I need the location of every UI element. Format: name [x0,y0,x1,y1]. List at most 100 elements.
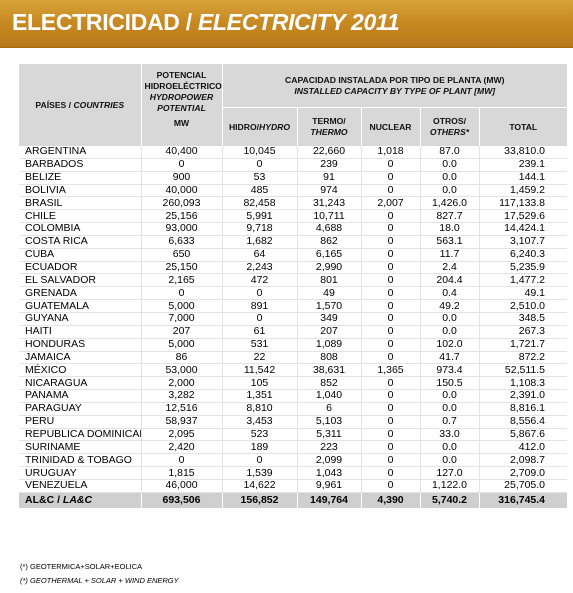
header-hydro-en: HYDRO [259,121,291,132]
header-capacity-es: CAPACIDAD INSTALADA POR TIPO DE PLANTA (… [285,74,505,85]
cell-total: 6,240.3 [479,248,568,262]
cell-country: MÉXICO [19,363,142,378]
cell-nuclear: 0 [361,171,421,185]
cell-total: 1,477.2 [479,273,568,288]
table-row: COSTA RICA 6,633 1,682 862 0 563.1 3,107.7 [19,235,568,249]
cell-potential: 2,420 [141,440,223,455]
title-main: ELECTRICIDAD / [12,9,198,35]
electricity-table: PAÍSES / COUNTRIES POTENCIAL HIDROELÉCTR… [19,64,568,508]
cell-others: 1,426.0 [420,196,480,211]
cell-total: 17,529.6 [479,209,568,224]
header-nuclear: NUCLEAR [361,107,421,146]
cell-hydro: 891 [222,299,298,313]
table-row: HONDURAS 5,000 531 1,089 0 102.0 1,721.7 [19,338,568,352]
cell-others: 127.0 [420,466,480,480]
cell-hydro: 2,243 [222,261,298,275]
header-thermo-es: TERMO/ [312,116,346,126]
cell-nuclear: 0 [361,158,421,172]
table-row: JAMAICA 86 22 808 0 41.7 872.2 [19,351,568,365]
cell-others: 41.7 [420,351,480,365]
header-capacity: CAPACIDAD INSTALADA POR TIPO DE PLANTA (… [222,64,568,108]
cell-potential: 1,815 [141,466,223,480]
cell-thermo: 2,990 [297,261,362,275]
cell-others: 0.0 [420,158,480,172]
cell-country: ARGENTINA [19,146,142,159]
cell-potential: 3,282 [141,389,223,403]
header-others-es: OTROS/ [433,116,466,126]
cell-potential: 40,000 [141,184,223,198]
cell-potential: 260,093 [141,196,223,211]
cell-nuclear: 0 [361,440,421,455]
total-thermo: 149,764 [297,492,362,508]
cell-potential: 86 [141,351,223,365]
cell-hydro: 3,453 [222,415,298,429]
table-row: GRENADA 0 0 49 0 0.4 49.1 [19,286,568,301]
header-potential-unit: MW [173,118,190,128]
cell-potential: 25,150 [141,261,223,275]
cell-total: 872.2 [479,351,568,365]
cell-potential: 7,000 [141,312,223,326]
cell-total: 33,810.0 [479,146,568,159]
table-row: COLOMBIA 93,000 9,718 4,688 0 18.0 14,424.1 [19,222,568,236]
cell-thermo: 5,311 [297,428,362,442]
cell-total: 5,867.6 [479,428,568,442]
cell-nuclear: 0 [361,235,421,249]
title-banner: ELECTRICIDAD / ELECTRICITY 2011 [0,0,573,48]
cell-country: COSTA RICA [19,235,142,249]
cell-thermo: 5,103 [297,415,362,429]
cell-potential: 207 [141,325,223,339]
cell-total: 5,235.9 [479,261,568,275]
cell-hydro: 0 [222,286,298,301]
cell-thermo: 1,043 [297,466,362,480]
table-row: SURINAME 2,420 189 223 0 0.0 412.0 [19,440,568,455]
header-others: OTROS/OTHERS* [420,107,480,146]
cell-others: 827.7 [420,209,480,224]
cell-nuclear: 0 [361,389,421,403]
table-row: TRINIDAD & TOBAGO 0 0 2,099 0 0.0 2,098.7 [19,453,568,468]
header-thermo-en: THERMO [310,127,348,137]
cell-country: ECUADOR [19,261,142,275]
cell-country: HONDURAS [19,338,142,352]
cell-nuclear: 2,007 [361,196,421,211]
cell-potential: 0 [141,158,223,172]
table-row: GUATEMALA 5,000 891 1,570 0 49.2 2,510.0 [19,299,568,313]
cell-others: 49.2 [420,299,480,313]
cell-total: 1,721.7 [479,338,568,352]
cell-thermo: 49 [297,286,362,301]
cell-total: 267.3 [479,325,568,339]
cell-country: CHILE [19,209,142,224]
cell-others: 0.0 [420,402,480,416]
table-body: ARGENTINA 40,400 10,045 22,660 1,018 87.0 33,8… [19,146,568,493]
cell-thermo: 801 [297,273,362,288]
cell-nuclear: 0 [361,428,421,442]
cell-hydro: 82,458 [222,196,298,211]
table-row: CUBA 650 64 6,165 0 11.7 6,240.3 [19,248,568,262]
table-row: PARAGUAY 12,516 8,810 6 0 0.0 8,816.1 [19,402,568,416]
cell-potential: 46,000 [141,479,223,493]
cell-potential: 58,937 [141,415,223,429]
cell-others: 0.4 [420,286,480,301]
cell-country: BOLIVIA [19,184,142,198]
table-row: PANAMÁ 3,282 1,351 1,040 0 0.0 2,391.0 [19,389,568,403]
cell-nuclear: 0 [361,466,421,480]
footnote-en: (*) GEOTHERMAL + SOLAR + WIND ENERGY [20,576,179,585]
cell-total: 2,709.0 [479,466,568,480]
header-potential: POTENCIAL HIDROELÉCTRICO HYDROPOWER POTEN… [141,64,223,146]
cell-nuclear: 0 [361,415,421,429]
cell-country: PARAGUAY [19,402,142,416]
header-total: TOTAL [479,107,568,146]
cell-potential: 6,633 [141,235,223,249]
cell-total: 8,556.4 [479,415,568,429]
header-country-es: PAÍSES / [35,99,74,110]
cell-hydro: 189 [222,440,298,455]
cell-total: 2,510.0 [479,299,568,313]
cell-country: JAMAICA [19,351,142,365]
cell-thermo: 239 [297,158,362,172]
header-potential-es: POTENCIAL HIDROELÉCTRICO [144,70,222,91]
cell-total: 2,098.7 [479,453,568,468]
cell-hydro: 61 [222,325,298,339]
cell-others: 102.0 [420,338,480,352]
cell-others: 0.0 [420,453,480,468]
cell-nuclear: 0 [361,184,421,198]
cell-nuclear: 1,365 [361,363,421,378]
